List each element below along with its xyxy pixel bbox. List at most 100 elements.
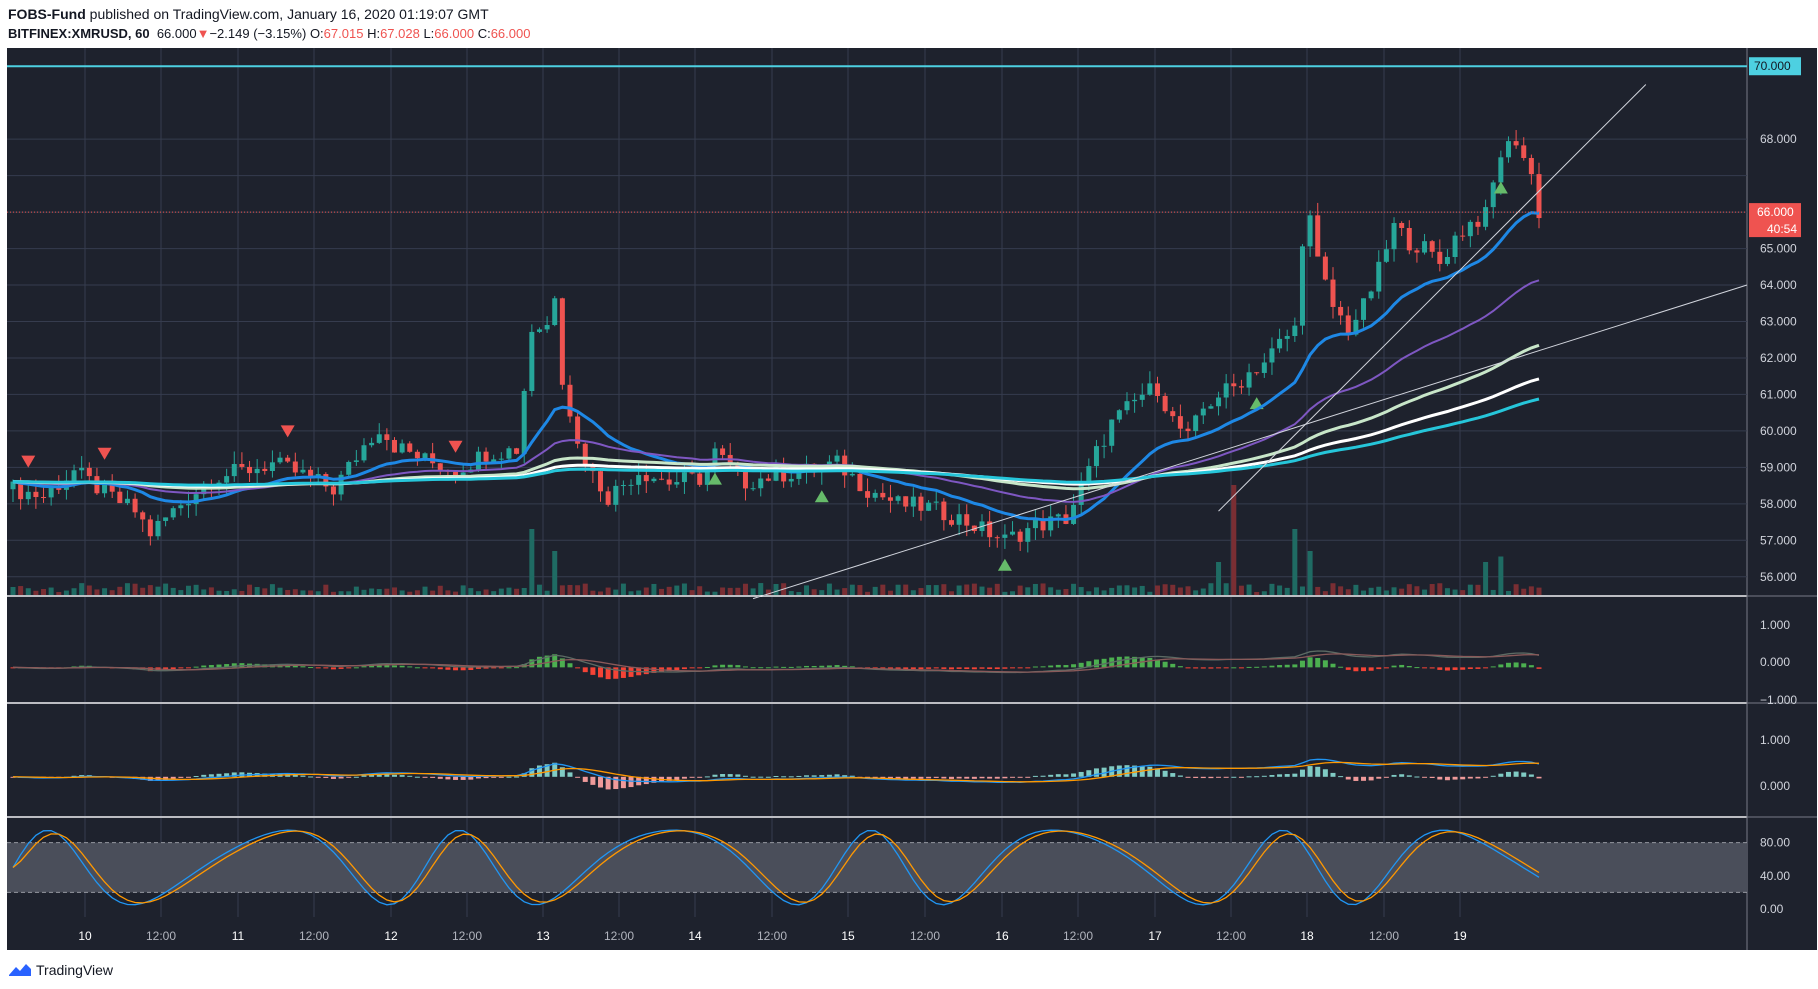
- macd-hist-bar: [598, 667, 604, 678]
- macd-hist-bar: [323, 667, 329, 669]
- macd-hist-bar: [422, 667, 428, 669]
- macd-hist-bar: [1452, 667, 1458, 670]
- volume-bar: [361, 589, 367, 595]
- candle-body: [948, 520, 954, 525]
- macd-hist-bar: [1483, 667, 1489, 669]
- volume-bar: [453, 591, 459, 595]
- candle-body: [781, 466, 787, 482]
- volume-bar: [1101, 590, 1107, 595]
- macd-hist-bar: [1490, 666, 1496, 668]
- price-scale[interactable]: [1747, 48, 1817, 918]
- volume-bar: [1055, 589, 1061, 595]
- stoch-tick-label: 40.00: [1760, 869, 1790, 883]
- publisher-name[interactable]: FOBS-Fund: [8, 6, 86, 22]
- macd-hist-bar: [1528, 774, 1534, 777]
- volume-bar: [1010, 591, 1016, 595]
- macd-hist-bar: [193, 776, 199, 778]
- countdown-label: 40:54: [1767, 222, 1797, 236]
- time-tick-label: 12:00: [452, 929, 482, 943]
- candle-body: [987, 521, 993, 538]
- candle-body: [308, 469, 314, 477]
- stoch-tick-label: 80.00: [1760, 836, 1790, 850]
- macd-hist-bar: [323, 776, 329, 778]
- macd-hist-bar: [628, 776, 634, 788]
- volume-bar: [1139, 585, 1145, 595]
- candle-body: [71, 470, 77, 481]
- trendlines[interactable]: [752, 84, 1748, 600]
- macd-hist-bar: [353, 667, 359, 669]
- volume-bar: [514, 588, 520, 595]
- macd-hist-bar: [185, 776, 191, 778]
- macd-hist-bar: [1078, 771, 1084, 777]
- macd-hist-bar: [735, 665, 741, 668]
- macd-hist-bar: [788, 776, 794, 778]
- candle-body: [529, 331, 535, 392]
- macd-hist-bar: [1422, 667, 1428, 669]
- macd-hist-bar: [369, 665, 375, 668]
- macd-hist-bar: [193, 666, 199, 668]
- candle-body: [1025, 528, 1031, 542]
- time-scale[interactable]: [7, 918, 1817, 950]
- volume-bar: [1513, 584, 1519, 595]
- macd-hist-bar: [1216, 776, 1222, 778]
- macd-pane-2[interactable]: [7, 704, 1747, 816]
- macd-hist-bar: [750, 776, 756, 778]
- time-tick-label: 15: [841, 929, 855, 943]
- candle-body: [33, 491, 39, 498]
- macd-hist-bar: [1452, 776, 1458, 780]
- volume-bar: [1361, 590, 1367, 595]
- macd-hist-bar: [750, 667, 756, 669]
- candle-body: [620, 485, 626, 487]
- volume-bar: [1155, 585, 1160, 595]
- symbol-name[interactable]: BITFINEX:XMRUSD, 60: [8, 26, 150, 41]
- volume-bar: [681, 583, 687, 595]
- macd-hist-bar: [1071, 664, 1077, 668]
- candle-body: [491, 459, 497, 462]
- macd-hist-bar: [994, 776, 1000, 779]
- macd-hist-bar: [1299, 769, 1305, 777]
- macd-hist-bar: [1383, 667, 1389, 669]
- volume-bar: [872, 586, 878, 595]
- macd-hist-bar: [1200, 667, 1206, 669]
- volume-bar: [1116, 585, 1122, 595]
- volume-bar: [1261, 591, 1267, 595]
- candle-body: [1330, 279, 1336, 307]
- close-label: C:: [477, 26, 491, 41]
- macd-hist-bar: [468, 776, 474, 780]
- macd-pane-1[interactable]: [7, 597, 1747, 702]
- volume-bar: [315, 591, 321, 595]
- volume-bar: [399, 590, 405, 595]
- price-tick-label: 56.000: [1760, 570, 1797, 584]
- candle-body: [926, 502, 932, 511]
- brand-name[interactable]: TradingView: [36, 962, 114, 978]
- macd-hist-bar: [1429, 776, 1435, 779]
- macd-hist-bar: [1193, 776, 1199, 778]
- candle-body: [506, 448, 512, 459]
- candle-body: [598, 471, 604, 492]
- candle-body: [575, 416, 581, 444]
- volume-bar: [590, 590, 596, 595]
- volume-bar: [285, 589, 291, 595]
- macd-hist-bar: [407, 666, 413, 668]
- volume-bar: [346, 591, 352, 595]
- volume-bar: [277, 587, 283, 595]
- volume-bar: [529, 529, 535, 595]
- volume-bar: [185, 585, 191, 595]
- macd-hist-bar: [933, 667, 939, 669]
- macd-hist-bar: [1086, 661, 1092, 668]
- tradingview-logo-icon[interactable]: [8, 962, 32, 978]
- down-arrow-icon: ▼: [196, 26, 210, 41]
- price-tick-label: 59.000: [1760, 460, 1797, 474]
- time-tick-label: 14: [688, 929, 702, 943]
- trendline: [1218, 84, 1647, 512]
- candle-body: [1521, 145, 1527, 158]
- volume-bar: [18, 586, 24, 595]
- volume-bar: [720, 587, 726, 595]
- candle-body: [613, 485, 619, 505]
- candle-body: [247, 466, 253, 474]
- macd-hist-bar: [727, 664, 733, 668]
- volume-bar: [124, 583, 130, 595]
- candle-body: [720, 448, 726, 455]
- candle-body: [1200, 408, 1206, 416]
